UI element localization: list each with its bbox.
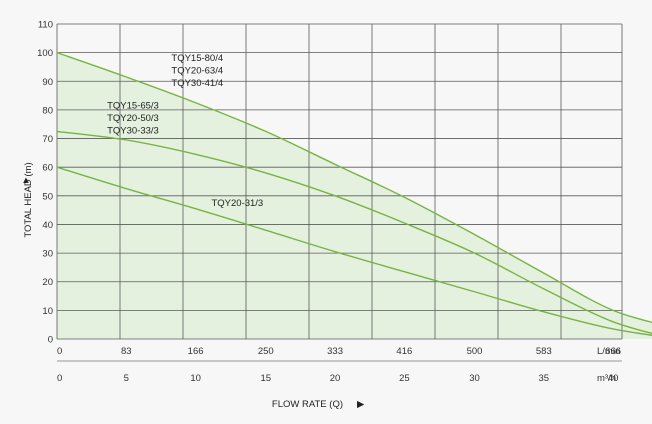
x-tick-label-lmin: 416 <box>396 346 412 357</box>
y-tick-label: 80 <box>42 105 53 116</box>
x-tick-label-lmin: 166 <box>188 346 204 357</box>
y-tick-label: 70 <box>42 134 53 145</box>
x-tick-label-m3h: 25 <box>399 373 410 384</box>
x-tick-label-m3h: 40 <box>608 373 619 384</box>
x-tick-label-m3h: 15 <box>260 373 271 384</box>
y-tick-label: 0 <box>48 335 53 346</box>
x-tick-label-m3h: 10 <box>190 373 201 384</box>
curve-layer <box>56 51 652 336</box>
y-tick-label: 30 <box>42 249 53 260</box>
series-label: TQY20-31/3 <box>211 198 263 209</box>
x-tick-label-lmin: 0 <box>57 346 62 357</box>
y-axis-title: TOTAL HEAD (m) <box>23 162 34 237</box>
grid-layer <box>56 23 623 362</box>
series-curve-2 <box>56 130 652 335</box>
y-tick-label: 90 <box>42 77 53 88</box>
series-label: TQY15-80/4 <box>171 53 223 64</box>
y-tick-label: 50 <box>42 191 53 202</box>
x-axis-title: FLOW RATE (Q) <box>272 399 343 410</box>
y-tick-label: 60 <box>42 163 53 174</box>
series-label: TQY20-50/3 <box>107 113 159 124</box>
series-label: TQY30-41/4 <box>171 78 223 89</box>
y-tick-label: 100 <box>37 48 53 59</box>
x-tick-label-lmin: 666 <box>605 346 621 357</box>
x-tick-label-lmin: 333 <box>327 346 343 357</box>
x-tick-label-m3h: 0 <box>57 373 62 384</box>
x-tick-label-lmin: 250 <box>258 346 274 357</box>
y-tick-label: 10 <box>42 306 53 317</box>
x-tick-label-m3h: 5 <box>124 373 129 384</box>
x-unit-lmin: L/min <box>597 346 620 357</box>
y-tick-label: 110 <box>38 20 53 31</box>
series-label: TQY15-65/3 <box>107 100 159 111</box>
x-tick-label-lmin: 83 <box>121 346 132 357</box>
y-tick-label: 20 <box>42 277 53 288</box>
x-axis-arrow-icon: ▶ <box>357 399 365 410</box>
series-curve-1 <box>56 51 652 324</box>
x-tick-label-lmin: 500 <box>467 346 483 357</box>
series-label: TQY30-33/3 <box>107 125 159 136</box>
y-axis-arrow-icon: ▲ <box>21 175 30 186</box>
series-curve-3 <box>56 166 652 336</box>
series-label: TQY20-63/4 <box>171 66 223 77</box>
y-tick-label: 40 <box>42 220 53 231</box>
x-tick-label-lmin: 583 <box>536 346 552 357</box>
x-tick-label-m3h: 30 <box>469 373 480 384</box>
x-tick-label-m3h: 35 <box>539 373 550 384</box>
x-tick-label-m3h: 20 <box>330 373 341 384</box>
x-unit-m3h: m³/h <box>597 373 616 384</box>
